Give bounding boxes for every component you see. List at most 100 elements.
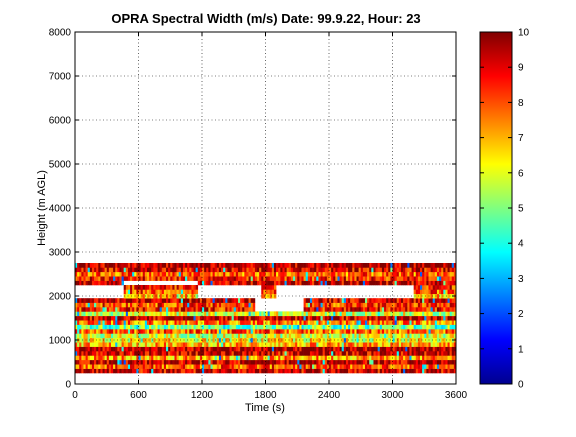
heatmap-cell xyxy=(396,302,400,308)
heatmap-cell xyxy=(261,285,264,290)
heatmap-cell xyxy=(439,320,442,325)
heatmap-cell xyxy=(369,355,372,361)
heatmap-cell xyxy=(441,324,444,330)
heatmap-cell xyxy=(318,368,321,374)
heatmap-cell xyxy=(267,315,271,321)
heatmap-cell xyxy=(106,298,110,303)
heatmap-cell xyxy=(146,337,150,343)
heatmap-cell xyxy=(193,311,196,317)
heatmap-cell xyxy=(182,267,186,273)
heatmap-cell xyxy=(350,355,353,361)
heatmap-cell xyxy=(388,320,391,325)
heatmap-cell xyxy=(405,329,408,334)
heatmap-cell xyxy=(229,276,232,281)
heatmap-cell xyxy=(182,307,186,312)
heatmap-cell xyxy=(237,298,241,303)
heatmap-cell xyxy=(271,289,275,295)
heatmap-cell xyxy=(436,355,440,361)
heatmap-cell xyxy=(396,359,400,365)
heatmap-cell xyxy=(144,267,148,273)
heatmap-cell xyxy=(318,320,321,325)
heatmap-cell xyxy=(106,364,110,369)
heatmap-cell xyxy=(309,324,313,330)
heatmap-cell xyxy=(117,302,120,308)
heatmap-cell xyxy=(422,324,425,330)
heatmap-cell xyxy=(352,355,355,361)
heatmap-cell xyxy=(267,263,271,268)
heatmap-cell xyxy=(187,346,190,352)
heatmap-cell xyxy=(398,333,402,339)
heatmap-cell xyxy=(358,342,362,347)
heatmap-cell xyxy=(356,298,359,303)
heatmap-cell xyxy=(102,276,105,281)
heatmap-cell xyxy=(430,337,434,343)
heatmap-cell xyxy=(77,271,80,277)
heatmap-cell xyxy=(106,342,110,347)
heatmap-cell xyxy=(214,359,218,365)
heatmap-cell xyxy=(295,280,298,286)
heatmap-cell xyxy=(108,359,112,365)
heatmap-cell xyxy=(110,267,114,273)
heatmap-cell xyxy=(163,329,167,334)
heatmap-cell xyxy=(159,267,163,273)
heatmap-cell xyxy=(400,351,404,356)
heatmap-cell xyxy=(146,307,150,312)
heatmap-cell xyxy=(301,364,304,369)
heatmap-cell xyxy=(170,355,173,361)
heatmap-cell xyxy=(432,346,436,352)
heatmap-cell xyxy=(204,302,207,308)
heatmap-cell xyxy=(360,351,364,356)
heatmap-cell xyxy=(166,315,169,321)
heatmap-cell xyxy=(113,280,116,286)
heatmap-cell xyxy=(403,280,406,286)
heatmap-cell xyxy=(386,315,389,321)
heatmap-cell xyxy=(204,263,207,268)
heatmap-cell xyxy=(178,346,182,352)
heatmap-cell xyxy=(324,324,328,330)
heatmap-cell xyxy=(161,267,165,273)
heatmap-cell xyxy=(335,351,338,356)
heatmap-cell xyxy=(96,320,99,325)
heatmap-cell xyxy=(191,337,194,343)
heatmap-cell xyxy=(288,315,292,321)
heatmap-cell xyxy=(206,267,209,273)
heatmap-cell xyxy=(284,320,287,325)
heatmap-cell xyxy=(178,337,182,343)
heatmap-cell xyxy=(293,346,296,352)
heatmap-cell xyxy=(195,276,199,281)
heatmap-cell xyxy=(305,263,309,268)
heatmap-cell xyxy=(89,368,93,374)
heatmap-cell xyxy=(240,302,243,308)
heatmap-cell xyxy=(396,346,400,352)
heatmap-cell xyxy=(411,359,414,365)
heatmap-cell xyxy=(257,324,260,330)
heatmap-cell xyxy=(170,359,173,365)
heatmap-cell xyxy=(182,320,186,325)
heatmap-cell xyxy=(350,276,353,281)
heatmap-cell xyxy=(104,263,108,268)
heatmap-cell xyxy=(441,285,444,290)
heatmap-cell xyxy=(206,302,209,308)
heatmap-cell xyxy=(244,320,247,325)
heatmap-cell xyxy=(339,320,342,325)
heatmap-cell xyxy=(142,293,146,299)
heatmap-cell xyxy=(85,342,88,347)
heatmap-cell xyxy=(168,324,171,330)
heatmap-cell xyxy=(354,342,357,347)
heatmap-cell xyxy=(85,302,88,308)
heatmap-cell xyxy=(123,298,127,303)
heatmap-cell xyxy=(263,359,266,365)
heatmap-cell xyxy=(432,368,436,374)
heatmap-cell xyxy=(348,276,351,281)
heatmap-cell xyxy=(322,368,326,374)
heatmap-cell xyxy=(96,346,99,352)
heatmap-cell xyxy=(191,324,194,330)
heatmap-cell xyxy=(168,271,171,277)
heatmap-cell xyxy=(375,364,378,369)
heatmap-cell xyxy=(415,315,419,321)
heatmap-cell xyxy=(320,302,323,308)
heatmap-cell xyxy=(197,276,201,281)
heatmap-cell xyxy=(216,364,220,369)
heatmap-cell xyxy=(125,298,129,303)
heatmap-cell xyxy=(301,320,304,325)
